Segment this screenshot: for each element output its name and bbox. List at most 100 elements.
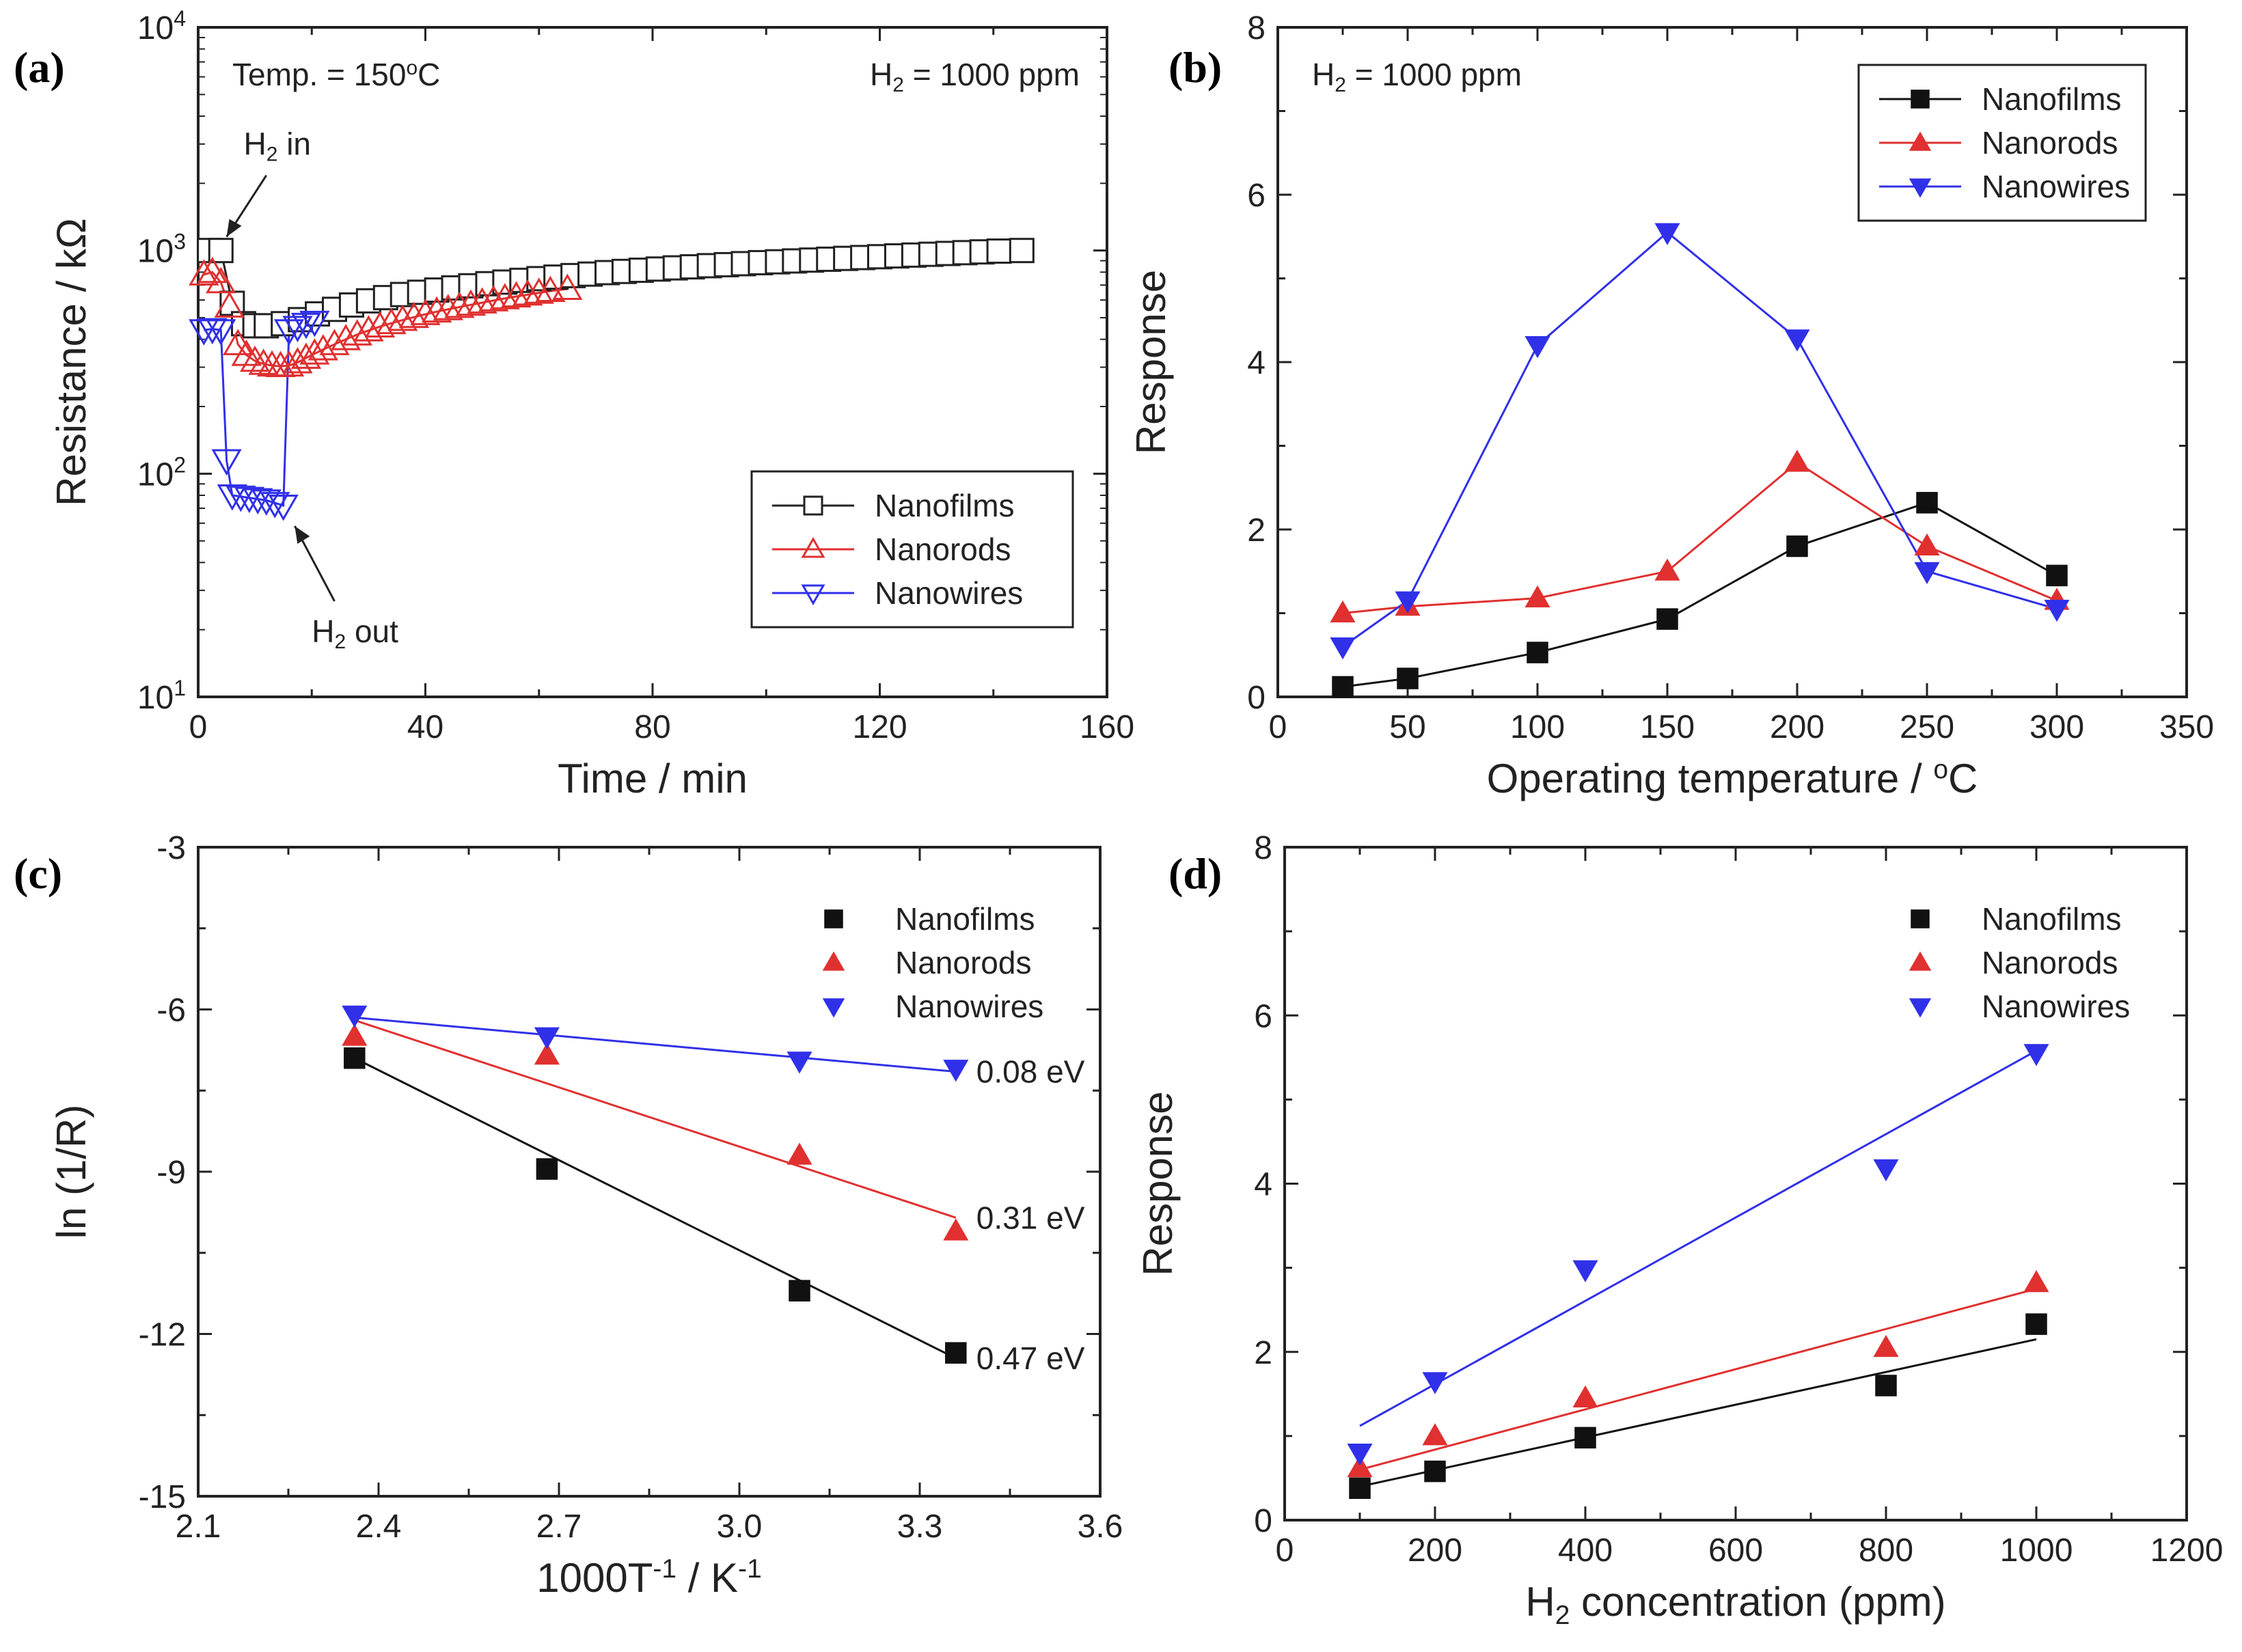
legend-marker-nanowires	[1909, 998, 1932, 1018]
y-tick-label: 6	[1254, 998, 1272, 1034]
x-tick-label: 160	[1080, 709, 1134, 745]
data-point-nanorods	[1347, 1455, 1373, 1478]
x-axis-title: H2 concentration (ppm)	[1525, 1579, 1945, 1630]
x-tick-label: 0	[189, 709, 208, 745]
data-point-nanorods	[501, 281, 532, 307]
data-point-nanorods	[1654, 558, 1680, 581]
data-point-nanorods	[319, 329, 350, 355]
x-tick-label: 0	[1269, 709, 1287, 745]
data-point-nanowires	[943, 1060, 969, 1082]
data-point-nanorods	[239, 345, 271, 372]
data-point-nanorods	[2023, 1270, 2049, 1293]
legend-label-nanofilms: Nanofilms	[895, 901, 1035, 937]
data-point-nanowires	[1525, 336, 1550, 359]
data-point-nanowires	[1347, 1444, 1373, 1466]
data-point-nanowires	[1572, 1260, 1598, 1282]
activation-energy-label: 0.08 eV	[976, 1054, 1085, 1090]
panel-label: (d)	[1168, 849, 1222, 898]
y-tick-label: 2	[1247, 512, 1266, 549]
fit-line-nanorods	[354, 1019, 957, 1219]
y-axis-title: ln (1/R)	[49, 1105, 94, 1239]
data-point-nanorods	[1422, 1423, 1448, 1446]
panel-label: (c)	[14, 849, 62, 898]
data-point-nanorods	[1914, 533, 1940, 555]
x-tick-label: 3.3	[897, 1509, 943, 1545]
data-point-nanorods	[282, 346, 313, 374]
h2-in-arrowhead	[226, 219, 242, 237]
data-point-nanowires	[234, 486, 264, 514]
legend-marker-nanorods	[822, 951, 845, 971]
x-axis-title: Time / min	[558, 756, 748, 801]
x-tick-label: 2.4	[356, 1509, 402, 1545]
legend-label-nanorods: Nanorods	[1982, 125, 2118, 161]
legend-marker-nanorods	[1909, 131, 1932, 151]
legend-marker-nanorods	[801, 537, 825, 558]
h2-in-annotation: H2 in	[244, 126, 312, 166]
data-point-nanorods	[307, 334, 339, 361]
data-point-nanorods	[1330, 600, 1356, 622]
data-point-nanofilms	[1332, 676, 1354, 698]
data-point-nanowires	[534, 1027, 560, 1049]
data-point-nanowires	[1422, 1372, 1448, 1394]
x-tick-label: 800	[1859, 1532, 1913, 1569]
data-point-nanofilms	[1916, 492, 1938, 514]
series-line-nanowires	[1342, 231, 2058, 648]
data-point-nanorods	[1784, 450, 1810, 472]
data-point-nanorods	[523, 277, 554, 304]
x-axis-title: Operating temperature / oC	[1487, 755, 1978, 801]
fit-line-nanowires	[354, 1016, 956, 1073]
x-tick-label: 200	[1770, 709, 1824, 745]
data-point-nanorods	[330, 324, 361, 350]
x-tick-label: 2.1	[176, 1509, 221, 1545]
data-point-nanorods	[364, 311, 396, 338]
legend-marker-nanofilms	[824, 909, 843, 928]
y-tick-label: -15	[139, 1479, 186, 1515]
legend-label-nanowires: Nanowires	[1982, 989, 2130, 1024]
data-point-nanorods	[433, 294, 463, 320]
chart-panel-c: (c) 2.1 2.4 2.7 3.0 3.3 3.6 -15 -12 -9 -6 -3 1000T-1…	[14, 830, 1123, 1601]
data-point-nanowires	[2044, 599, 2070, 622]
data-point-nanofilms	[789, 1280, 810, 1302]
fit-line-nanorods	[1359, 1287, 2037, 1471]
y-tick-label: 4	[1247, 345, 1266, 381]
x-tick-label: 400	[1558, 1532, 1613, 1569]
data-point-nanorods	[552, 273, 583, 301]
data-point-nanorods	[387, 304, 418, 331]
data-point-nanowires	[1784, 329, 1810, 352]
temperature-annotation: Temp. = 150oC	[232, 57, 440, 93]
data-point-nanorods	[489, 283, 521, 309]
y-tick-label: 104	[137, 6, 186, 46]
legend-marker-nanorods	[1909, 951, 1932, 971]
legend-label-nanowires: Nanowires	[1982, 169, 2130, 204]
y-tick-label: 6	[1247, 178, 1266, 214]
data-point-nanofilms	[344, 1047, 366, 1069]
data-point-nanorods	[943, 1218, 969, 1241]
data-point-nanowires	[787, 1051, 812, 1074]
data-point-nanofilms	[1656, 608, 1678, 630]
x-tick-label: 2.7	[536, 1509, 582, 1545]
legend: Nanofilms Nanorods Nanowires	[1857, 64, 2147, 222]
data-point-nanorods	[223, 329, 254, 355]
legend-marker-nanowires	[1909, 178, 1932, 198]
legend-label-nanofilms: Nanofilms	[1982, 81, 2122, 117]
data-point-nanofilms	[1397, 667, 1419, 689]
x-tick-label: 300	[2029, 709, 2084, 745]
x-tick-label: 1200	[2150, 1532, 2224, 1569]
y-tick-label: -3	[156, 830, 186, 866]
data-point-nanorods	[534, 1043, 560, 1065]
data-point-nanowires	[217, 484, 248, 511]
data-point-nanorods	[444, 291, 475, 318]
y-tick-label: -12	[139, 1317, 186, 1353]
data-point-nanowires	[189, 319, 219, 346]
y-axis-title: Response	[1135, 1091, 1181, 1276]
legend-marker-nanofilms	[1911, 909, 1930, 928]
data-point-nanorods	[231, 340, 262, 366]
data-point-nanorods	[398, 301, 430, 329]
data-point-nanofilms	[1875, 1375, 1897, 1396]
data-point-nanorods	[214, 291, 245, 318]
y-tick-label: 0	[1254, 1503, 1272, 1539]
h2-out-arrowhead	[295, 525, 310, 544]
x-tick-label: 600	[1708, 1532, 1763, 1569]
data-point-nanofilms	[1574, 1427, 1596, 1449]
data-point-nanowires	[1395, 591, 1421, 614]
